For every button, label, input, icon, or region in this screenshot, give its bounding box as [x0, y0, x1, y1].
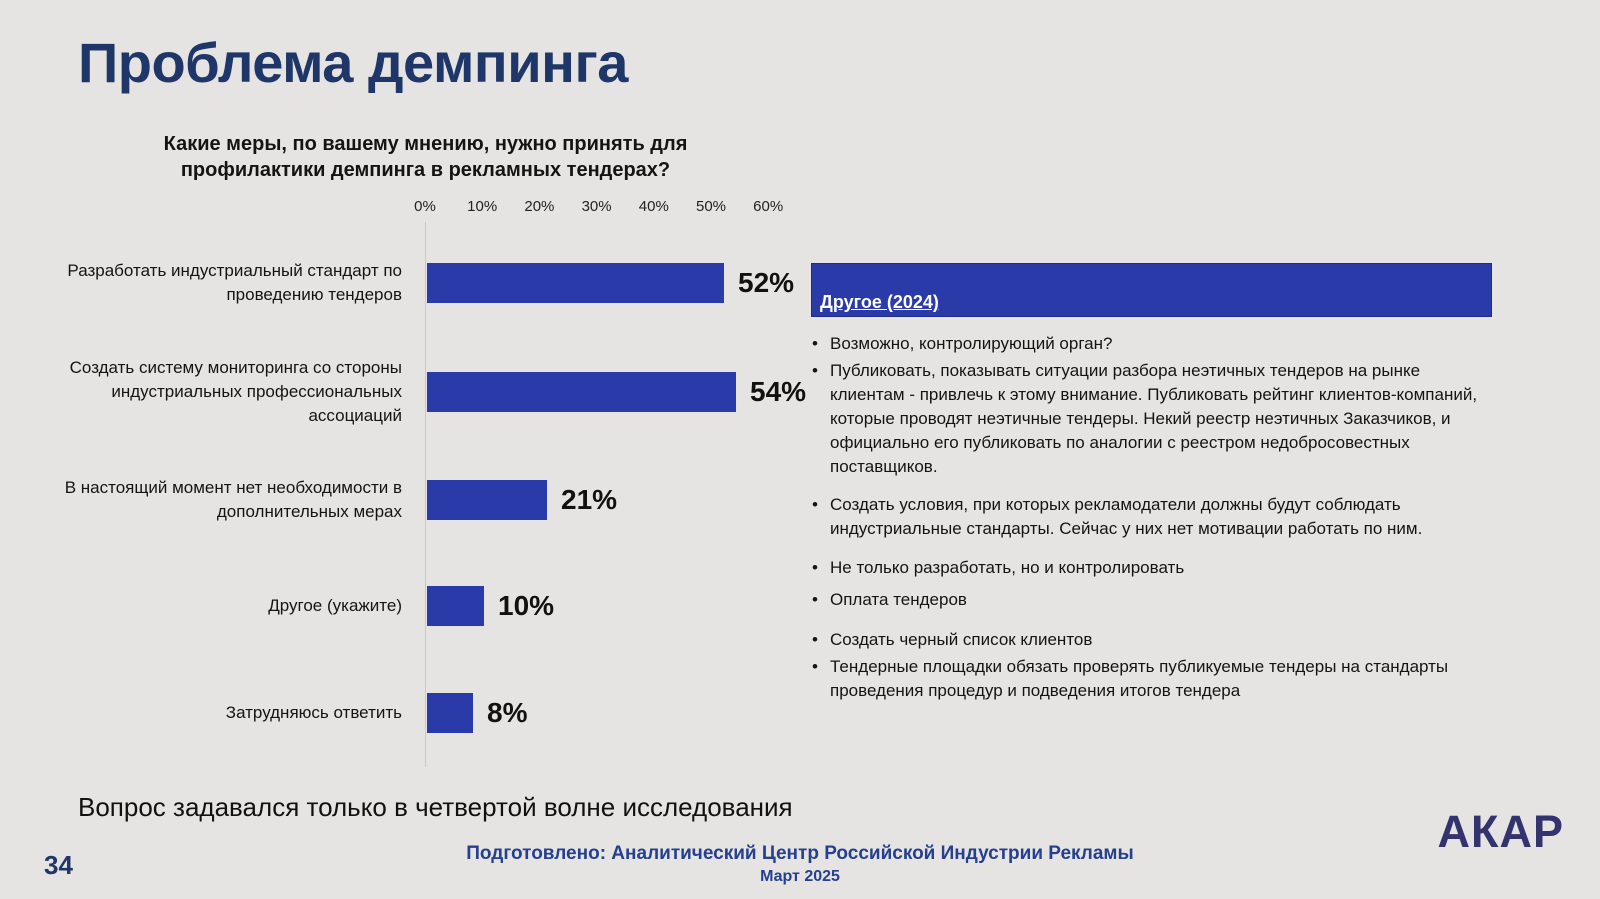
x-axis-tick: 60%	[753, 198, 784, 215]
page-number: 34	[44, 850, 73, 880]
x-axis-tick: 50%	[695, 198, 727, 215]
bar	[427, 693, 473, 733]
bar-row: 21%	[427, 480, 617, 520]
bar	[427, 372, 736, 412]
value-label: 21%	[561, 484, 618, 515]
footer-prepared-by: Подготовлено: Аналитический Центр Россий…	[466, 843, 1134, 864]
page-title: Проблема демпинга	[78, 31, 628, 94]
category-label: Другое (укажите)	[268, 596, 402, 615]
side-panel-bullet-list: Возможно, контролирующий орган? Публикова…	[808, 332, 1492, 706]
bullet-item: Публиковать, показывать ситуации разбора…	[808, 359, 1492, 479]
bar-row: 52%	[427, 263, 794, 303]
bar-row: 54%	[427, 372, 806, 412]
bar	[427, 480, 547, 520]
bar	[427, 586, 484, 626]
value-label: 8%	[487, 697, 528, 728]
bullet-item: Создать условия, при которых рекламодате…	[808, 493, 1492, 541]
bullet-item: Не только разработать, но и контролирова…	[808, 556, 1492, 580]
category-label: Создать систему мониторинга со стороны и…	[69, 358, 402, 425]
category-label: Затрудняюсь ответить	[225, 703, 402, 722]
side-panel-header: Другое (2024)	[811, 263, 1492, 317]
footer-date: Март 2025	[760, 868, 840, 885]
bullet-item: Создать черный список клиентов	[808, 628, 1492, 652]
bullet-item: Оплата тендеров	[808, 588, 1492, 612]
side-panel-header-label: Другое (2024)	[820, 292, 939, 312]
category-label: Разработать индустриальный стандарт по п…	[67, 261, 402, 304]
chart-category-labels: Разработать индустриальный стандарт по п…	[56, 222, 402, 767]
value-label: 54%	[750, 376, 807, 407]
x-axis-tick: 10%	[467, 198, 498, 215]
chart-title: Какие меры, по вашему мнению, нужно прин…	[163, 133, 688, 181]
x-axis-tick: 40%	[638, 198, 669, 215]
value-label: 52%	[738, 267, 795, 298]
category-label: В настоящий момент нет необходимости в д…	[64, 478, 402, 521]
bullet-item: Тендерные площадки обязать проверять пуб…	[808, 655, 1492, 703]
slide-footer: Подготовлено: Аналитический Центр Россий…	[0, 843, 1600, 886]
bar-row: 8%	[427, 693, 527, 733]
akar-logo: АКАР	[1437, 806, 1564, 857]
chart-plot-area: 52% 54% 21% 10% 8%	[425, 222, 1146, 767]
survey-wave-note: Вопрос задавался только в четвертой волн…	[78, 792, 793, 822]
bar-row: 10%	[427, 586, 554, 626]
x-axis-ticks: 0% 10% 20% 30% 40% 50% 60%	[414, 198, 825, 216]
value-label: 10%	[498, 590, 555, 621]
x-axis-tick: 20%	[524, 198, 555, 215]
x-axis-tick: 0%	[414, 198, 436, 215]
x-axis-tick: 30%	[581, 198, 612, 215]
bullet-item: Возможно, контролирующий орган?	[808, 332, 1492, 356]
bar	[427, 263, 724, 303]
